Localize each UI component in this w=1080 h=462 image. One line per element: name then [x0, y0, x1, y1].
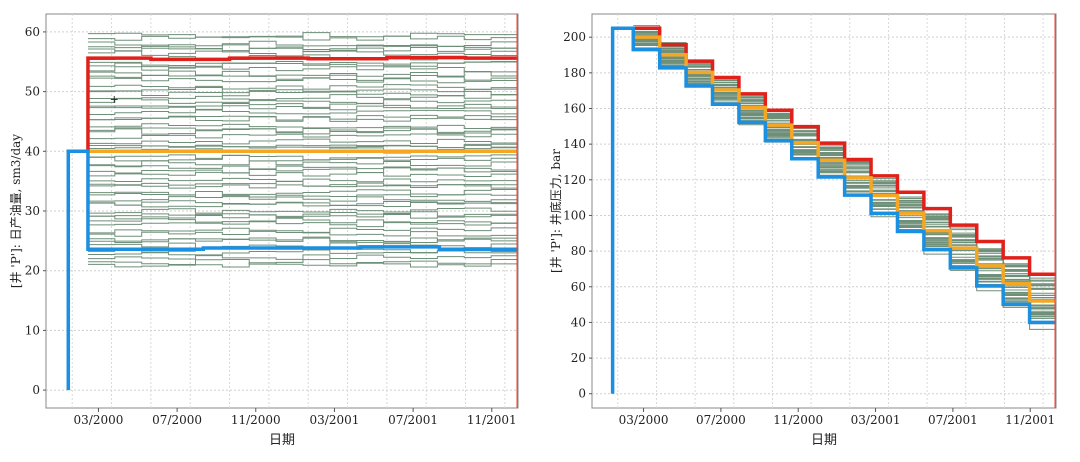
x-tick-label: 07/2001	[388, 413, 438, 427]
data-marker: +	[110, 93, 119, 106]
ensemble-line	[87, 40, 518, 47]
x-tick-label: 11/2000	[231, 413, 281, 427]
ensemble-line	[87, 50, 518, 57]
y-tick-label: 0	[32, 383, 40, 397]
left-x-ticks: 03/2000 07/2000 11/2000 03/2001 07/2001 11/20…	[74, 408, 517, 427]
ensemble-line	[87, 165, 518, 171]
ensemble-line	[87, 177, 518, 183]
series-red-line	[633, 26, 1056, 277]
ensemble-line	[87, 171, 518, 178]
x-tick-label: 03/2000	[619, 413, 669, 427]
y-tick-label: 50	[25, 85, 40, 99]
right-x-ticks: 03/2000 07/2000 11/2000 03/2001 07/2001 11/20…	[619, 408, 1055, 427]
y-tick-label: 10	[25, 323, 40, 337]
ensemble-line	[87, 109, 518, 115]
right-plot-frame	[591, 13, 1057, 409]
y-tick-label: 30	[25, 204, 40, 218]
left-x-axis-label: 日期	[269, 433, 295, 448]
x-tick-label: 11/2000	[773, 413, 823, 427]
ensemble-line	[87, 138, 518, 145]
right-grid	[592, 14, 1056, 408]
series-blue-line	[66, 149, 518, 391]
x-tick-label: 11/2001	[1005, 413, 1055, 427]
ensemble-line	[87, 133, 518, 140]
ensemble-line	[87, 262, 518, 268]
right-y-axis-label: [井 'P']: 井底压力, bar	[548, 149, 563, 273]
ensemble-line	[87, 114, 518, 121]
x-tick-label: 03/2001	[851, 413, 901, 427]
ensemble-line	[87, 227, 518, 234]
ensemble-line	[87, 35, 518, 41]
ensemble-line	[87, 93, 518, 101]
left-grid	[46, 14, 518, 408]
series-red-line	[86, 55, 518, 152]
series-orange-line	[633, 35, 1056, 303]
x-tick-label: 07/2000	[152, 413, 202, 427]
ensemble-line	[87, 221, 518, 228]
y-tick-label: 200	[563, 30, 586, 44]
right-pressure-panel: 0 20 40 60 80 100 120 140 160 180 200 03/2000 07/20…	[548, 13, 1057, 448]
ensemble-line	[87, 90, 518, 97]
ensemble-line	[87, 201, 518, 208]
ensemble-line	[87, 189, 518, 196]
ensemble-line	[87, 236, 518, 242]
ensemble-line	[87, 200, 518, 206]
y-tick-label: 20	[25, 264, 40, 278]
y-tick-label: 80	[571, 244, 586, 258]
y-tick-label: 40	[25, 144, 40, 158]
y-tick-label: 160	[563, 101, 586, 115]
y-tick-label: 180	[563, 66, 586, 80]
ensemble-line	[87, 32, 518, 38]
left-series: +	[66, 14, 518, 408]
ensemble-line	[87, 196, 518, 202]
y-tick-label: 140	[563, 137, 586, 151]
ensemble-line	[87, 98, 518, 105]
y-tick-label: 60	[25, 25, 40, 39]
x-tick-label: 07/2000	[696, 413, 746, 427]
ensemble-line	[87, 66, 518, 73]
ensemble-line	[87, 217, 518, 224]
y-tick-label: 60	[571, 280, 586, 294]
ensemble-line	[87, 60, 518, 67]
ensemble-line	[87, 207, 518, 214]
ensemble-line	[87, 102, 518, 109]
right-y-ticks: 0 20 40 60 80 100 120 140 160 180 200	[563, 30, 592, 401]
x-tick-label: 07/2001	[928, 413, 978, 427]
right-x-axis-label: 日期	[811, 433, 837, 448]
ensemble-line	[87, 127, 518, 133]
right-series	[610, 14, 1056, 408]
ensemble-line	[87, 128, 518, 135]
y-tick-label: 100	[563, 208, 586, 222]
x-tick-label: 03/2001	[310, 413, 360, 427]
left-y-axis-label: [井 'P']: 日产油量, sm3/day	[9, 134, 23, 288]
ensemble-line	[87, 143, 518, 148]
y-tick-label: 0	[578, 387, 586, 401]
y-tick-label: 40	[571, 315, 586, 329]
ensemble-line	[87, 70, 518, 77]
y-tick-label: 120	[563, 173, 586, 187]
series-blue-line	[610, 26, 1056, 394]
ensemble-line	[87, 211, 518, 217]
ensemble-line	[87, 84, 518, 91]
ensemble-line	[87, 258, 518, 265]
ensemble-line	[87, 154, 518, 161]
ensemble-line	[87, 123, 518, 130]
x-tick-label: 11/2001	[467, 413, 517, 427]
ensemble-line	[87, 180, 518, 187]
left-y-ticks: 0 10 20 30 40 50 60	[25, 25, 46, 397]
ensemble-line	[87, 254, 518, 260]
x-tick-label: 03/2000	[74, 413, 124, 427]
y-tick-label: 20	[571, 351, 586, 365]
